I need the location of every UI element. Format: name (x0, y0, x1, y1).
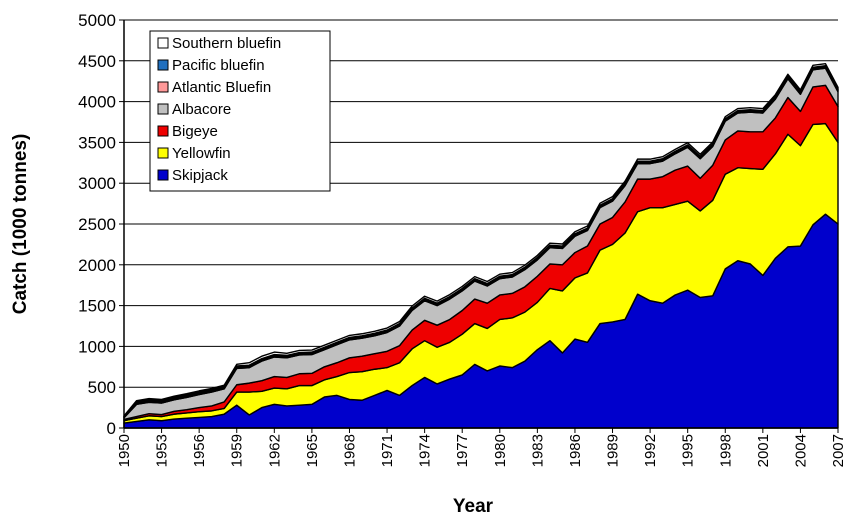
area-southern-bluefin (123, 62, 839, 418)
legend-swatch-pacific-bluefin (157, 59, 169, 71)
x-tick-label-1995: 1995 (680, 434, 697, 467)
y-tick-label-1000: 1000 (78, 337, 116, 356)
y-axis-title: Catch (1000 tonnes) (10, 134, 31, 315)
x-tick-label-1980: 1980 (492, 434, 509, 467)
x-tick-label-1983: 1983 (529, 434, 546, 467)
x-tick-label-1974: 1974 (417, 434, 434, 467)
x-tick-labels: 1950 1953 1956 1959 1962 1965 1968 1971 1974 1977… (116, 434, 846, 467)
legend-box (149, 30, 331, 192)
y-tick-label-4500: 4500 (78, 52, 116, 71)
x-tick-label-1977: 1977 (454, 434, 471, 467)
x-tick-label-1956: 1956 (191, 434, 208, 467)
y-tick-label-500: 500 (88, 378, 116, 397)
y-tick-label-0: 0 (107, 419, 116, 438)
x-tick-label-1965: 1965 (304, 434, 321, 467)
legend-label-yellowfin: Yellowfin (172, 145, 231, 162)
x-tick-label-2007: 2007 (830, 434, 846, 467)
x-tick-label-1950: 1950 (116, 434, 133, 467)
x-tick-label-2001: 2001 (755, 434, 772, 467)
legend-label-albacore: Albacore (172, 101, 231, 118)
x-tick-label-1968: 1968 (341, 434, 358, 467)
y-tick-label-3500: 3500 (78, 133, 116, 152)
legend-swatch-albacore (157, 103, 169, 115)
x-tick-label-1992: 1992 (642, 434, 659, 467)
legend-swatch-skipjack (157, 169, 169, 181)
legend-label-atlantic-bluefin: Atlantic Bluefin (172, 79, 271, 96)
y-tick-label-5000: 5000 (78, 11, 116, 30)
legend-swatch-atlantic-bluefin (157, 81, 169, 93)
axes (119, 19, 839, 433)
legend-label-southern-bluefin: Southern bluefin (172, 35, 281, 52)
y-tick-label-2000: 2000 (78, 256, 116, 275)
legend-swatch-bigeye (157, 125, 169, 137)
y-tick-label-3000: 3000 (78, 174, 116, 193)
legend-swatch-southern-bluefin (157, 37, 169, 49)
x-tick-label-1971: 1971 (379, 434, 396, 467)
x-tick-label-1986: 1986 (567, 434, 584, 467)
y-tick-labels: 0 500 1000 1500 2000 2500 3000 3500 4000 4500 5000 (78, 11, 116, 438)
x-tick-label-1953: 1953 (154, 434, 171, 467)
legend-label-skipjack: Skipjack (172, 167, 228, 184)
x-tick-label-2004: 2004 (792, 434, 809, 467)
x-tick-label-1962: 1962 (266, 434, 283, 467)
x-axis-title: Year (453, 496, 494, 517)
x-tick-label-1998: 1998 (717, 434, 734, 467)
x-tick-label-1989: 1989 (605, 434, 622, 467)
y-tick-label-1500: 1500 (78, 297, 116, 316)
y-tick-label-2500: 2500 (78, 215, 116, 234)
legend-swatch-yellowfin (157, 147, 169, 159)
legend: Southern bluefin Pacific bluefin Atlantic … (149, 30, 331, 192)
y-tick-label-4000: 4000 (78, 93, 116, 112)
legend-label-pacific-bluefin: Pacific bluefin (172, 57, 265, 74)
x-tick-label-1959: 1959 (229, 434, 246, 467)
legend-label-bigeye: Bigeye (172, 123, 218, 140)
